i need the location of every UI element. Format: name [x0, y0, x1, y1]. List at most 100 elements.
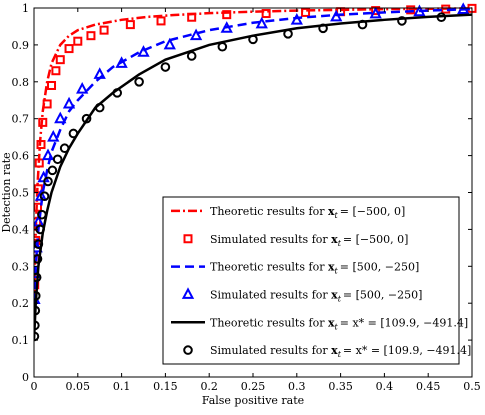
legend-label-math: = [500, −250]	[340, 261, 420, 274]
legend-label-math: = [500, −250]	[343, 288, 423, 301]
y-tick-label: 0.2	[12, 297, 30, 310]
data-point	[36, 140, 46, 150]
legend-label-symbol: x	[328, 261, 335, 274]
data-point	[160, 62, 171, 72]
y-tick-label: 1	[22, 2, 29, 15]
data-point	[47, 130, 60, 142]
data-point	[52, 154, 63, 165]
legend-label-text: Simulated results for	[210, 344, 331, 357]
data-point	[125, 20, 135, 30]
x-tick-label: 0.3	[288, 380, 306, 393]
legend-label-subscript: t	[335, 267, 339, 276]
legend-label-symbol: x	[331, 344, 338, 357]
data-point	[41, 148, 55, 161]
x-tick-label: 0.5	[463, 380, 481, 393]
data-point	[34, 158, 44, 168]
series-line	[34, 7, 473, 304]
y-tick-label: 0.5	[12, 187, 30, 200]
y-tick-label: 0	[22, 371, 29, 384]
series-line	[34, 7, 473, 333]
legend-label: Simulated results for xt = [−500, 0]	[210, 233, 408, 248]
legend-box	[162, 196, 460, 365]
data-point	[73, 36, 83, 46]
data-point	[283, 29, 293, 39]
data-point	[290, 13, 303, 25]
legend-label-symbol: x	[328, 205, 335, 218]
data-point	[38, 117, 48, 127]
y-tick-label: 0.6	[12, 150, 30, 163]
legend-label: Simulated results for xt = x* = [109.9, −…	[210, 344, 471, 359]
data-point	[47, 80, 57, 90]
y-tick-label: 0.4	[12, 223, 30, 236]
legend-label-text: Theoretic results for	[210, 316, 328, 329]
data-point	[62, 96, 76, 109]
data-point	[76, 82, 89, 94]
series-0	[34, 7, 473, 333]
series-2	[34, 7, 473, 304]
data-point	[261, 9, 271, 19]
data-point	[99, 25, 109, 35]
x-tick-label: 0.4	[376, 380, 394, 393]
legend-label-math: = [−500, 0]	[340, 205, 406, 218]
data-point	[436, 12, 447, 23]
data-point	[357, 19, 368, 30]
x-tick-label: 0	[31, 380, 38, 393]
data-point	[406, 5, 416, 15]
data-point	[34, 291, 41, 301]
legend-label: Simulated results for xt = [500, −250]	[210, 288, 422, 303]
legend-label-math: = x* = [109.9, −491.4]	[343, 344, 471, 357]
data-point	[34, 184, 43, 194]
legend-label-text: Simulated results for	[210, 288, 331, 301]
legend-swatch-marker	[183, 234, 193, 244]
data-point	[189, 28, 203, 41]
legend-label-math: = x* = [109.9, −491.4]	[340, 316, 468, 329]
data-point	[187, 12, 197, 22]
data-point	[37, 209, 47, 220]
data-point	[64, 44, 74, 54]
data-point	[134, 77, 144, 87]
x-tick-label: 0.2	[200, 380, 218, 393]
data-point	[34, 305, 41, 316]
data-point	[457, 2, 470, 14]
data-point	[217, 41, 228, 52]
data-point	[34, 272, 42, 283]
data-point	[34, 320, 40, 331]
legend-label-subscript: t	[338, 294, 342, 303]
data-point	[55, 55, 65, 65]
legend: Theoretic results for xt = [−500, 0]Simul…	[162, 196, 471, 365]
data-point	[255, 16, 268, 29]
x-axis-title: False positive rate	[202, 394, 304, 407]
legend-label-subscript: t	[338, 350, 342, 359]
y-tick-label: 0.9	[12, 39, 30, 52]
data-point	[68, 128, 79, 139]
data-point	[413, 4, 426, 17]
y-tick-label: 0.7	[12, 113, 30, 126]
series-layer	[34, 2, 477, 342]
x-tick-label: 0.15	[153, 380, 178, 393]
data-point	[86, 31, 96, 41]
data-point	[163, 37, 176, 50]
data-point	[137, 45, 150, 57]
legend-label-symbol: x	[331, 288, 338, 301]
legend-swatch-marker	[181, 287, 195, 299]
x-tick-label: 0.35	[328, 380, 353, 393]
legend-label-symbol: x	[331, 233, 338, 246]
data-point	[94, 102, 105, 113]
legend-label-subscript: t	[335, 322, 339, 331]
data-point	[54, 111, 67, 124]
legend-label-subscript: t	[338, 239, 342, 248]
y-axis-title: Detection rate	[0, 152, 13, 232]
data-point	[39, 191, 50, 201]
legend-label-text: Theoretic results for	[210, 205, 328, 218]
data-point	[186, 51, 197, 61]
data-point	[330, 9, 343, 22]
data-point	[112, 88, 123, 98]
legend-label-subscript: t	[335, 211, 339, 220]
series-5	[34, 12, 447, 342]
data-point	[301, 7, 311, 17]
legend-label-symbol: x	[328, 316, 335, 329]
legend-label-text: Theoretic results for	[210, 261, 328, 274]
legend-label: Theoretic results for xt = [500, −250]	[210, 261, 419, 276]
data-point	[222, 10, 232, 20]
